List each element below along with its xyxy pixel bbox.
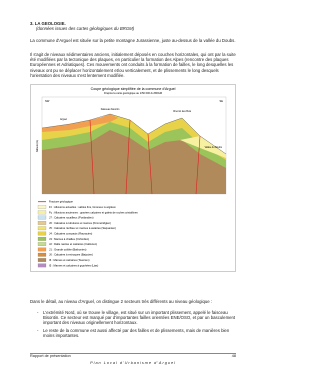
paragraph: La commune d'Arguel est située sur la pe… bbox=[30, 38, 236, 43]
layer bbox=[180, 136, 226, 158]
legend-swatch bbox=[37, 252, 47, 257]
legend-swatch bbox=[37, 210, 47, 215]
legend-swatch bbox=[37, 258, 47, 262]
figure-subtitle: D'après la carte géologique au 1/50 000 … bbox=[104, 91, 162, 95]
legend-swatch bbox=[37, 226, 47, 231]
fault bbox=[147, 133, 153, 195]
fault bbox=[125, 119, 131, 195]
legend-label: I5 : Marnes et calcaires à gryphées (Lia… bbox=[49, 263, 98, 267]
legend-label: J4 : Calcaires compacts (Rauracien) bbox=[49, 232, 92, 236]
legend-swatch bbox=[37, 205, 47, 209]
axis-label: Altitude (m) bbox=[36, 140, 39, 152]
legend-label: J1 : Grande oolithe (Bathonien) bbox=[49, 247, 86, 251]
section-label: Chemin des Buis bbox=[173, 110, 192, 113]
geology-figure: Coupe géologique simplifiée de la commun… bbox=[30, 84, 236, 272]
legend-swatch bbox=[37, 242, 47, 246]
legend-label: J0 : Calcaires à entroques (Bajocien) bbox=[49, 253, 93, 257]
section-label: Faisceau bisontin bbox=[101, 108, 120, 111]
source-note: (données issues des cartes géologiques d… bbox=[36, 26, 135, 31]
legend-label: J5 : Calcaires récifaux et marnes à asta… bbox=[49, 226, 116, 230]
page-number: 48 bbox=[231, 354, 236, 358]
footer-center: Plan Local d'Urbanisme d'Arguel bbox=[90, 361, 176, 365]
footer-left: Rapport de présentation bbox=[30, 354, 71, 358]
legend-label: J6 : Calcaires à tubulures et marnes (Ki… bbox=[49, 221, 111, 225]
bullet: L'extrémité Nord, où se trouve le villag… bbox=[36, 310, 236, 326]
bullet-list: L'extrémité Nord, où se trouve le villag… bbox=[36, 310, 236, 340]
legend-swatch bbox=[37, 247, 47, 252]
legend-swatch bbox=[37, 231, 47, 236]
legend-swatch bbox=[37, 215, 47, 220]
bullet: Le reste de la commune est aussi affecté… bbox=[36, 328, 236, 338]
paragraph: Il s'agit de niveaux sédimentaires ancie… bbox=[30, 52, 236, 78]
section-label: SE bbox=[220, 99, 224, 103]
legend-label: I6 : Marnes et calcaires (Toarcien) bbox=[49, 258, 90, 262]
legend-label: J3 : Marnes à chailles (Oxfordien) bbox=[49, 237, 89, 241]
section-title: 3. LA GEOLOGIE. bbox=[30, 21, 66, 26]
legend-swatch bbox=[37, 263, 47, 268]
legend-label: Fz : Alluvions actuelles : sables fins, … bbox=[49, 205, 116, 209]
page: 3. LA GEOLOGIE. (données issues des cart… bbox=[0, 0, 264, 373]
legend-label: Fracture géologique bbox=[49, 200, 73, 204]
section-label: Vallée du Doubs bbox=[205, 146, 223, 149]
legend-swatch bbox=[37, 237, 47, 241]
layer bbox=[42, 114, 118, 132]
legend-label: J2 : Dalle nacrée et calcaires (Callovie… bbox=[49, 242, 97, 246]
fault bbox=[89, 119, 95, 195]
footer-rule bbox=[30, 353, 236, 354]
figure-title: Coupe géologique simplifiée de la commun… bbox=[91, 87, 176, 91]
legend-label: Fy : Alluvions anciennes : graviers calc… bbox=[49, 210, 138, 214]
fault bbox=[195, 135, 201, 195]
paragraph: Dans le détail, au niveau d'Arguel, on d… bbox=[30, 299, 213, 304]
topography bbox=[41, 113, 227, 155]
section-label: NW bbox=[45, 99, 50, 103]
legend-label: J7 : Calcaires rocailleux (Portlandien) bbox=[49, 216, 94, 220]
legend-swatch bbox=[37, 221, 47, 225]
section-label: Arguel bbox=[60, 118, 67, 121]
